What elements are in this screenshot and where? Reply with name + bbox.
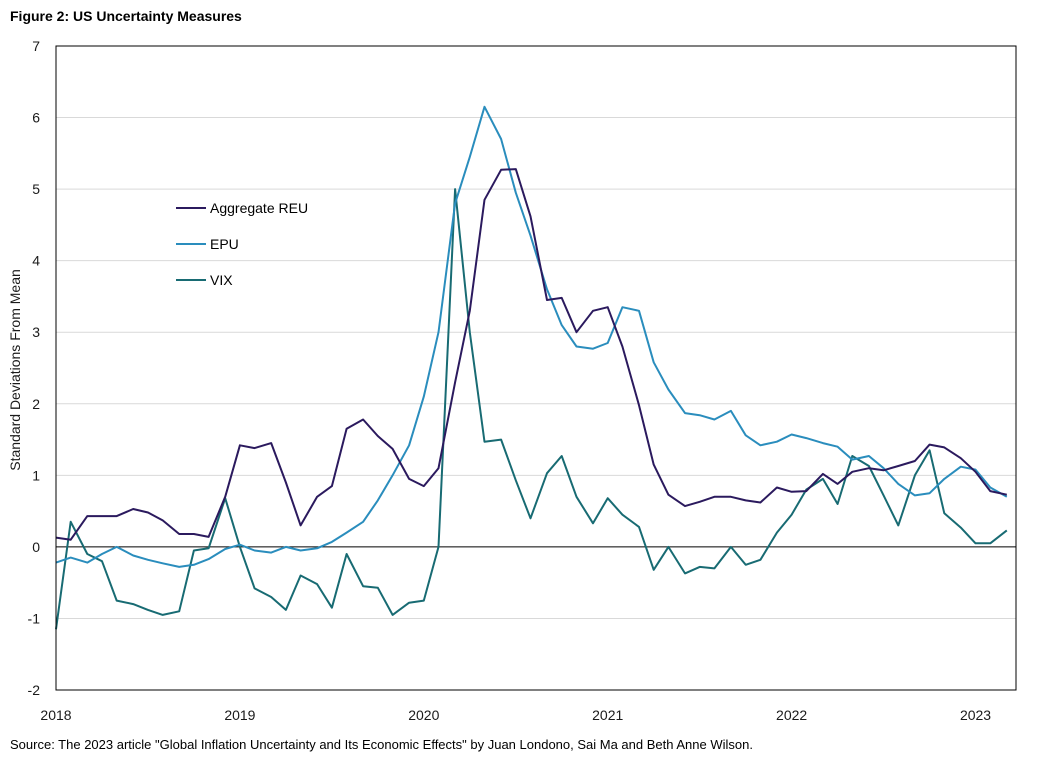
gridlines [56, 45, 1016, 691]
x-tick-label: 2018 [40, 707, 71, 723]
legend-label: EPU [210, 236, 239, 252]
figure-title: Figure 2: US Uncertainty Measures [10, 8, 242, 24]
x-tick-label: 2020 [408, 707, 439, 723]
y-tick-label: 3 [32, 324, 40, 340]
plot-border [55, 45, 1017, 691]
legend-label: VIX [210, 272, 233, 288]
plot-frame [55, 45, 1017, 691]
y-tick-label: 7 [32, 38, 40, 54]
source-note: Source: The 2023 article "Global Inflati… [10, 737, 753, 752]
x-axis-ticks: 2018 2019 2020 2021 2022 2023 [40, 707, 991, 723]
data-series [55, 105, 1008, 630]
y-tick-label: 6 [32, 110, 40, 126]
y-axis-ticks: -2 -1 0 1 2 3 4 5 6 7 [28, 38, 41, 698]
x-tick-label: 2019 [224, 707, 255, 723]
legend: Aggregate REU EPU VIX [176, 200, 308, 288]
x-tick-label: 2022 [776, 707, 807, 723]
series-line-vix [55, 188, 1008, 630]
y-tick-label: 0 [32, 539, 40, 555]
y-tick-label: -2 [28, 682, 41, 698]
y-tick-label: -1 [28, 610, 41, 626]
series-line-epu [55, 105, 1008, 568]
y-tick-label: 1 [32, 467, 40, 483]
y-axis-title: Standard Deviations From Mean [7, 269, 23, 471]
x-tick-label: 2021 [592, 707, 623, 723]
series-line-aggregate-reu [55, 168, 1008, 541]
x-tick-label: 2023 [960, 707, 991, 723]
y-tick-label: 4 [32, 253, 40, 269]
y-tick-label: 5 [32, 181, 40, 197]
y-tick-label: 2 [32, 396, 40, 412]
legend-label: Aggregate REU [210, 200, 308, 216]
